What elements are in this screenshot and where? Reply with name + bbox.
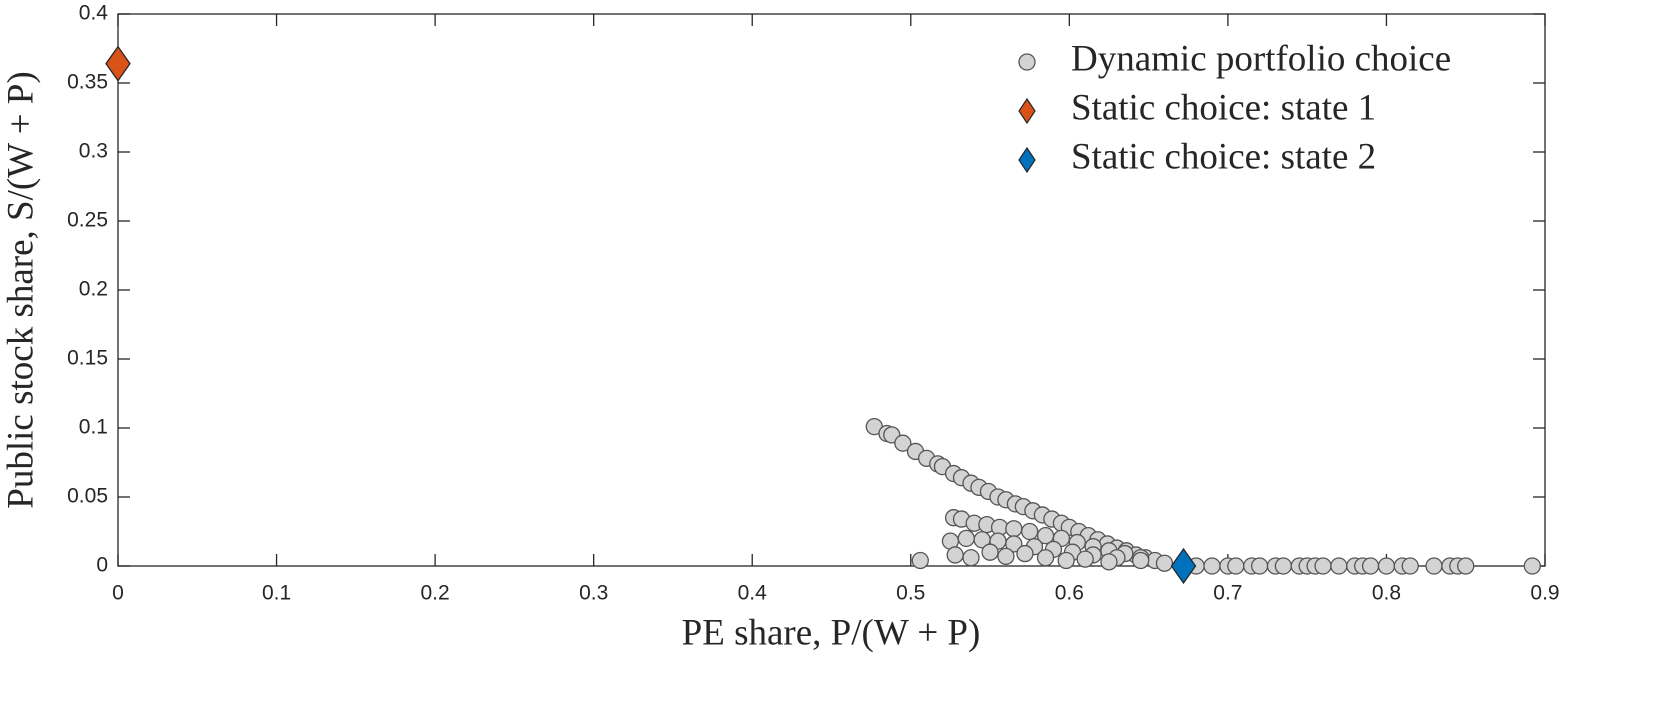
y-axis-label: Public stock share, S/(W + P) xyxy=(0,71,41,508)
point xyxy=(1036,549,1055,567)
point xyxy=(1457,557,1475,575)
point xyxy=(1005,520,1023,538)
x-tick-label: 0.9 xyxy=(1530,582,1559,605)
point xyxy=(962,549,980,567)
point xyxy=(1016,544,1034,563)
x-tick-label: 0.2 xyxy=(421,582,450,605)
point xyxy=(957,529,975,548)
point xyxy=(1076,550,1094,568)
point xyxy=(894,434,912,452)
x-tick-label: 0.8 xyxy=(1372,582,1401,605)
x-axis-label: PE share, P/(W + P) xyxy=(682,612,981,653)
y-tick-label: 0.15 xyxy=(67,347,108,370)
y-tick-label: 0.4 xyxy=(79,2,109,25)
point xyxy=(1155,554,1174,572)
point xyxy=(1170,547,1197,585)
point xyxy=(997,547,1015,565)
legend-label: Dynamic portfolio choice xyxy=(1071,38,1451,79)
point xyxy=(1377,557,1396,575)
x-tick-label: 0.6 xyxy=(1055,582,1084,605)
point xyxy=(1250,557,1269,575)
point xyxy=(1100,553,1118,571)
point xyxy=(1523,557,1541,575)
y-tick-label: 0.25 xyxy=(67,209,108,232)
point xyxy=(946,546,964,564)
point xyxy=(1227,557,1245,575)
x-tick-label: 0.7 xyxy=(1213,582,1242,605)
point xyxy=(1314,557,1332,575)
point xyxy=(911,551,929,570)
y-tick-label: 0.1 xyxy=(79,416,108,439)
point xyxy=(1330,557,1348,575)
point xyxy=(1203,557,1221,575)
point xyxy=(1005,535,1023,553)
point xyxy=(1057,551,1075,570)
point xyxy=(1425,557,1443,575)
point xyxy=(1021,522,1039,541)
point xyxy=(1274,557,1293,575)
point xyxy=(1132,551,1150,570)
point xyxy=(1401,557,1419,575)
y-tick-label: 0.05 xyxy=(67,485,108,508)
y-tick-label: 0.3 xyxy=(79,140,108,163)
point xyxy=(981,543,999,561)
legend-marker xyxy=(1018,97,1036,125)
legend-marker xyxy=(1018,146,1036,174)
y-tick-label: 0.2 xyxy=(79,278,108,301)
x-tick-label: 0.4 xyxy=(738,582,768,605)
legend-label: Static choice: state 1 xyxy=(1071,87,1376,128)
legend-label: Static choice: state 2 xyxy=(1071,136,1376,177)
y-tick-label: 0.35 xyxy=(67,71,108,94)
x-tick-label: 0.5 xyxy=(896,582,925,605)
point xyxy=(105,45,131,82)
point xyxy=(1361,557,1380,575)
x-tick-label: 0 xyxy=(112,582,124,605)
x-tick-label: 0.1 xyxy=(262,582,291,605)
legend-marker xyxy=(1018,53,1036,71)
y-tick-label: 0 xyxy=(96,554,108,577)
x-tick-label: 0.3 xyxy=(579,582,608,605)
